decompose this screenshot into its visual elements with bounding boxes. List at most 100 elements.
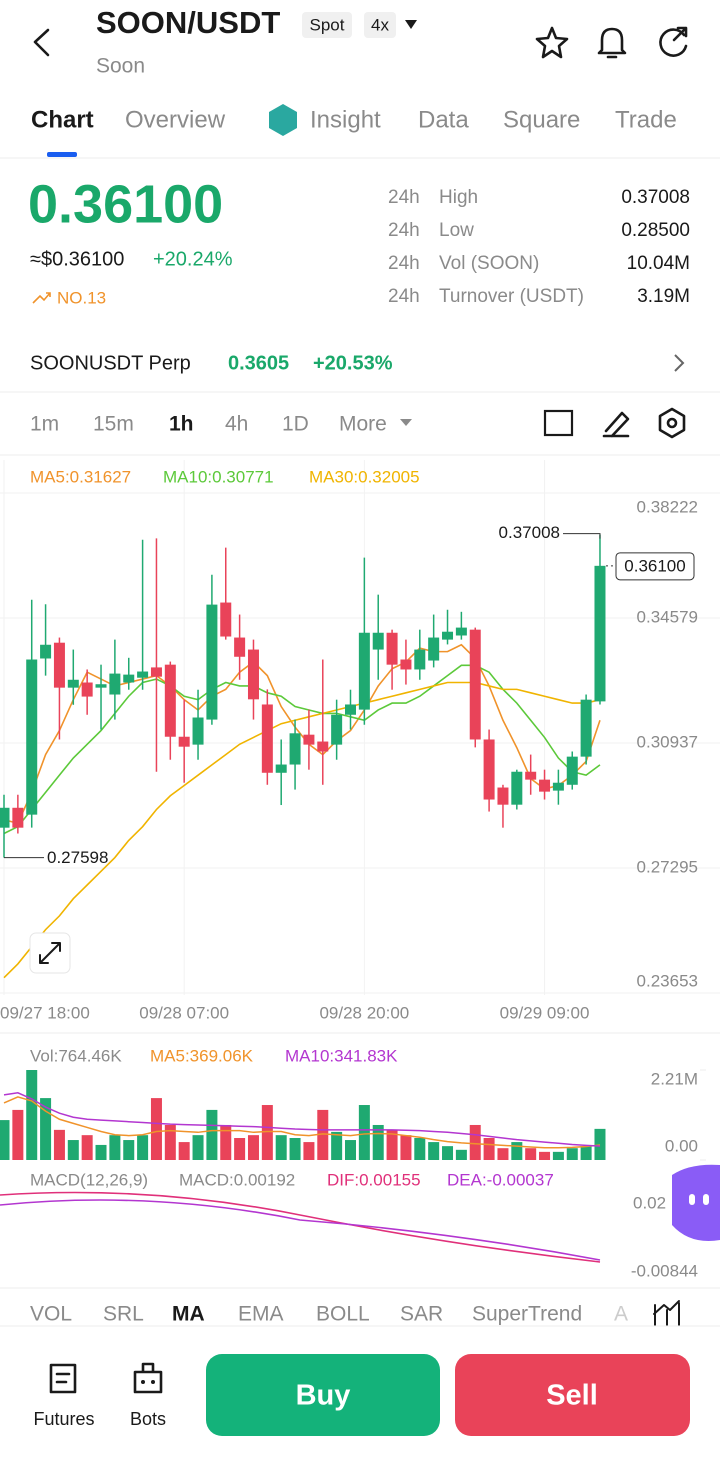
assistant-bubble[interactable]	[672, 1164, 720, 1241]
expand-icon	[39, 942, 61, 964]
low-marker: 0.27598	[47, 848, 108, 867]
volume-bar	[150, 1098, 162, 1160]
pair-subtitle: Soon	[96, 55, 145, 78]
interval[interactable]: 4h	[225, 413, 248, 436]
futures-label[interactable]: Futures	[33, 1409, 94, 1429]
candle-body	[566, 756, 578, 785]
tab[interactable]: Square	[503, 106, 580, 133]
volume-bar	[81, 1135, 93, 1160]
volume-bar	[67, 1140, 79, 1160]
volume-bar	[53, 1129, 65, 1160]
interval[interactable]: 1m	[30, 413, 59, 436]
candle-body	[511, 771, 523, 805]
favorite-icon[interactable]	[535, 26, 569, 59]
interval[interactable]: 1h	[169, 413, 194, 436]
volume-bar	[552, 1151, 564, 1160]
last-price-box	[615, 552, 695, 581]
stat-period: 24h	[388, 187, 420, 208]
volume-bar	[345, 1140, 356, 1160]
bots-icon-eye	[141, 1380, 145, 1384]
bots-icon[interactable]	[133, 1362, 163, 1394]
volume-bar	[525, 1148, 537, 1160]
sell-button[interactable]	[455, 1354, 690, 1436]
alert-icon[interactable]	[597, 27, 627, 59]
macd-axis-label: 0.02	[633, 1193, 666, 1212]
indicator-tab[interactable]: VOL	[30, 1303, 72, 1326]
tab[interactable]: Data	[418, 106, 469, 133]
stats: 24h High 0.37008 24h Low 0.28500 24h Vol (SOON)…	[388, 187, 690, 307]
candle-body	[400, 659, 412, 670]
x-tick-label: 09/27 18:00	[0, 1003, 90, 1022]
macd-legend: MACD(12,26,9)	[30, 1170, 148, 1189]
legend-item: MA5:369.06K	[150, 1046, 254, 1065]
stat-value: 0.28500	[621, 220, 690, 241]
draw-icon[interactable]	[602, 411, 630, 438]
ma-line	[3, 681, 601, 979]
indicator-tab[interactable]: EMA	[238, 1303, 284, 1326]
candle-body	[53, 642, 65, 688]
tab[interactable]: Chart	[31, 106, 94, 133]
rank-icon	[32, 292, 51, 304]
indicator-tab[interactable]: SAR	[400, 1303, 443, 1326]
y-tick-label: 0.30937	[637, 733, 698, 752]
chevron[interactable]	[674, 354, 685, 372]
settings-icon[interactable]	[658, 407, 686, 439]
indicator-tab[interactable]: BOLL	[316, 1303, 370, 1326]
indicator-tab[interactable]: MA	[172, 1303, 205, 1326]
candle-body	[95, 684, 107, 688]
candle-body	[497, 787, 509, 805]
candle-body	[428, 637, 440, 661]
interval[interactable]: 1D	[282, 413, 309, 436]
interval[interactable]: More	[339, 413, 387, 436]
candle-body	[192, 717, 204, 745]
candle-body	[317, 741, 329, 752]
bubble-eye	[689, 1194, 695, 1205]
volume-bar	[234, 1138, 246, 1160]
fullscreen-icon[interactable]	[543, 409, 574, 437]
dropdown-caret[interactable]	[400, 419, 412, 426]
bots-label[interactable]: Bots	[130, 1409, 166, 1429]
dropdown-caret[interactable]	[405, 20, 417, 29]
candle-body	[303, 734, 315, 745]
x-tick-label: 09/28 07:00	[139, 1003, 229, 1022]
tab[interactable]: Overview	[125, 106, 226, 133]
candle-body	[12, 807, 24, 828]
futures-icon[interactable]	[49, 1363, 77, 1394]
volume-bar	[386, 1129, 398, 1160]
volume-bar	[483, 1138, 495, 1160]
indicator-tab[interactable]: SRL	[103, 1303, 144, 1326]
indicator-settings-icon[interactable]	[653, 1300, 680, 1326]
stat-value: 10.04M	[627, 253, 690, 274]
candle-body	[0, 807, 10, 828]
badge[interactable]	[364, 12, 396, 38]
volume-bar	[317, 1109, 329, 1160]
stat-label: High	[439, 187, 478, 208]
perp-name[interactable]: SOONUSDT Perp	[30, 352, 191, 374]
indicator-tab[interactable]: SuperTrend	[472, 1303, 582, 1326]
volume-bar	[442, 1146, 454, 1160]
stat-period: 24h	[388, 220, 420, 241]
rank[interactable]: NO.13	[57, 288, 106, 307]
volume-bar	[95, 1144, 107, 1160]
stat-value: 0.37008	[621, 187, 690, 208]
volume-bar	[469, 1124, 481, 1160]
stat-label: Low	[439, 220, 474, 241]
macd-legend: DEA:-0.00037	[447, 1170, 554, 1189]
macd-legend: DIF:0.00155	[327, 1170, 421, 1189]
badge-text: Spot	[310, 15, 345, 34]
interval[interactable]: 15m	[93, 413, 134, 436]
candle-body	[150, 667, 162, 677]
share-icon[interactable]	[659, 26, 688, 57]
last-price-label: 0.36100	[624, 556, 685, 575]
candle-body	[358, 632, 370, 710]
buy-button[interactable]	[206, 1354, 440, 1436]
candle-body	[206, 604, 218, 720]
indicator-tab[interactable]: A	[614, 1303, 628, 1326]
back-button[interactable]	[33, 28, 50, 57]
bubble-eye	[703, 1194, 709, 1205]
candle-body	[580, 699, 592, 757]
tab[interactable]: Insight	[310, 106, 381, 133]
tab[interactable]: Trade	[615, 106, 677, 133]
legend-item: MA30:0.32005	[309, 467, 420, 486]
